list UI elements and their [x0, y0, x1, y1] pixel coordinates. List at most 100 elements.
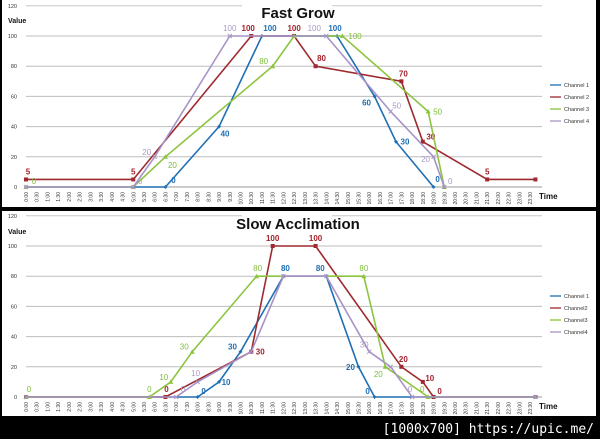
data-label: 50	[392, 102, 401, 111]
data-point	[23, 394, 29, 400]
data-label: 30	[426, 133, 435, 142]
data-point	[195, 379, 200, 385]
data-label: 10	[191, 369, 200, 378]
x-tick-label: 12:00	[281, 402, 287, 415]
x-tick-label: 23:00	[517, 402, 523, 415]
data-label: 0	[365, 387, 370, 396]
data-point	[366, 349, 372, 355]
data-label: 100	[308, 24, 322, 33]
data-point	[372, 395, 377, 399]
x-tick-label: 6:30	[163, 402, 169, 412]
x-tick-label: 22:00	[496, 192, 502, 205]
data-label: 60	[362, 98, 371, 107]
data-label: 100	[242, 24, 256, 33]
data-point	[533, 394, 538, 400]
x-tick-label: 3:00	[88, 192, 94, 202]
data-label: 80	[259, 57, 268, 66]
legend-label: Channel 1	[564, 294, 589, 300]
data-point	[441, 184, 447, 190]
data-point	[339, 33, 345, 38]
x-tick-label: 11:00	[260, 402, 266, 414]
y-tick-label: 60	[11, 304, 17, 310]
x-tick-label: 5:00	[131, 402, 137, 412]
data-point	[130, 184, 136, 190]
x-tick-label: 2:00	[67, 402, 73, 412]
data-label: 10	[425, 374, 434, 383]
legend-label: Channel 2	[564, 95, 589, 101]
data-point	[131, 177, 136, 182]
x-tick-label: 17:00	[389, 402, 395, 415]
data-label: 20	[346, 363, 355, 372]
x-tick-label: 11:30	[271, 402, 277, 414]
legend-label: Channel2	[564, 306, 588, 312]
x-tick-label: 16:30	[378, 402, 384, 415]
data-point	[420, 379, 425, 384]
y-tick-label: 40	[11, 125, 17, 131]
x-tick-label: 8:00	[196, 192, 202, 202]
data-label: 30	[256, 348, 265, 357]
x-tick-label: 7:30	[185, 402, 191, 412]
data-label: 40	[221, 130, 230, 139]
x-tick-label: 3:00	[88, 402, 94, 412]
data-label: 80	[316, 264, 325, 273]
x-tick-label: 18:30	[421, 402, 427, 415]
x-tick-label: 10:00	[239, 402, 245, 415]
data-point	[323, 273, 329, 279]
x-tick-label: 4:00	[110, 192, 116, 202]
x-tick-label: 1:30	[56, 402, 62, 412]
x-tick-label: 5:30	[142, 402, 148, 412]
x-tick-label: 1:30	[56, 192, 62, 202]
x-tick-label: 20:00	[453, 192, 459, 205]
y-tick-label: 100	[8, 34, 17, 40]
x-tick-label: 8:30	[206, 402, 212, 412]
legend-label: Channel 4	[564, 119, 589, 125]
data-point	[388, 364, 394, 370]
x-tick-label: 13:00	[303, 192, 309, 205]
data-point	[254, 273, 260, 279]
y-tick-label: 100	[8, 244, 17, 250]
x-tick-label: 4:00	[110, 402, 116, 412]
data-point	[227, 33, 233, 39]
y-tick-label: 0	[14, 185, 17, 191]
data-label: 5	[26, 167, 31, 176]
data-label: 30	[360, 341, 369, 350]
x-tick-label: 15:00	[346, 402, 352, 415]
data-point	[217, 379, 222, 384]
x-tick-label: 14:30	[335, 402, 341, 415]
data-label: 80	[281, 264, 290, 273]
data-label: 20	[374, 370, 383, 379]
x-tick-label: 15:00	[346, 192, 352, 205]
data-label: 30	[401, 138, 410, 147]
fast-grow-plot: 0 20 40 60 80 100 120 0:00 0:30 1:00 1:30 2:00 2:30 3…	[8, 4, 589, 205]
y-tick-label: 20	[11, 155, 17, 161]
x-tick-label: 9:00	[217, 192, 223, 202]
x-tick-label: 13:30	[314, 402, 320, 415]
x-tick-label: 20:30	[464, 402, 470, 415]
x-tick-label: 6:30	[163, 192, 169, 202]
x-tick-label: 16:00	[367, 402, 373, 415]
data-point	[420, 139, 425, 144]
series-line-1	[26, 35, 435, 188]
y-tick-label: 120	[8, 4, 17, 10]
x-tick-label: 23:30	[528, 192, 534, 205]
legend-label: Channel3	[564, 318, 588, 324]
x-tick-label: 0:00	[24, 192, 30, 202]
data-point	[313, 64, 318, 69]
data-label: 80	[317, 54, 326, 63]
x-tick-label: 22:30	[507, 402, 513, 415]
x-tick-label: 7:00	[174, 192, 180, 202]
y-tick-label: 60	[11, 94, 17, 100]
data-point	[323, 33, 329, 39]
x-tick-label: 0:00	[24, 402, 30, 412]
data-point	[533, 177, 538, 182]
data-point	[485, 177, 490, 182]
data-label: 0	[27, 385, 32, 394]
x-tick-label: 14:30	[335, 192, 341, 205]
data-label: 5	[131, 167, 136, 176]
x-tick-label: 22:30	[507, 192, 513, 205]
x-tick-label: 19:00	[432, 402, 438, 415]
data-label: 0	[32, 177, 37, 186]
data-label: 30	[180, 343, 189, 352]
x-tick-label: 21:00	[474, 192, 480, 205]
data-label: 20	[399, 355, 408, 364]
